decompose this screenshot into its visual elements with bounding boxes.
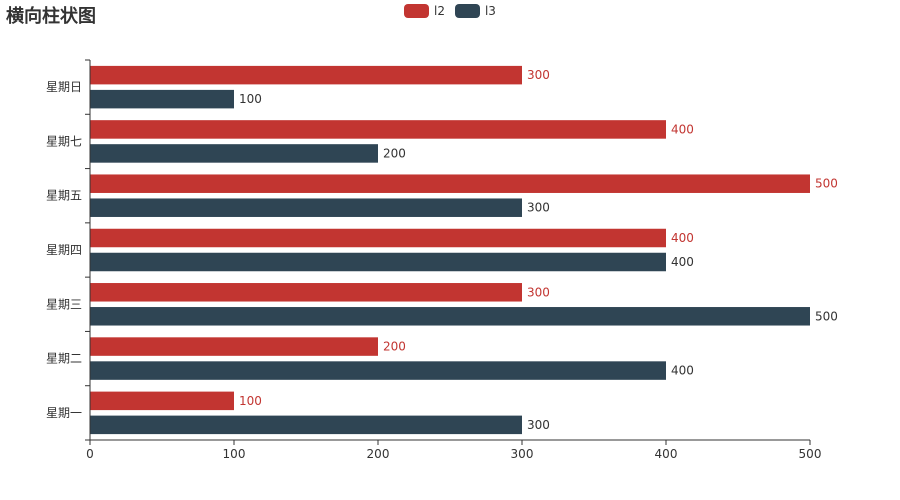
bar-l3-1[interactable] [90, 361, 666, 380]
legend-item-l3[interactable]: l3 [454, 4, 496, 18]
data-label-l3-5: 200 [383, 146, 406, 160]
data-label-l3-3: 400 [671, 255, 694, 269]
y-tick-label-1: 星期二 [46, 352, 82, 366]
data-label-l2-6: 300 [527, 68, 550, 82]
data-label-l2-5: 400 [671, 122, 694, 136]
legend-label-l2: l2 [434, 4, 445, 18]
x-tick-label-1: 100 [223, 447, 246, 461]
x-tick-label-0: 0 [86, 447, 94, 461]
legend-swatch-l3 [454, 4, 480, 18]
bar-l2-6[interactable] [90, 65, 522, 85]
bar-l3-5[interactable] [90, 144, 378, 163]
data-label-l2-0: 100 [239, 394, 262, 408]
data-label-l3-4: 300 [527, 201, 550, 215]
x-tick-label-4: 400 [655, 447, 678, 461]
legend-label-l3: l3 [484, 4, 496, 18]
y-tick-label-3: 星期四 [46, 243, 82, 257]
data-label-l2-2: 300 [527, 285, 550, 299]
bar-l2-2[interactable] [90, 283, 522, 302]
data-label-l2-4: 500 [815, 177, 838, 191]
x-tick-label-3: 300 [511, 447, 534, 461]
bar-l3-6[interactable] [90, 89, 234, 109]
bar-l3-4[interactable] [90, 198, 522, 217]
data-label-l3-6: 100 [239, 92, 262, 106]
x-tick-label-5: 500 [799, 447, 822, 461]
y-tick-label-6: 星期日 [46, 80, 82, 94]
legend-item-l2[interactable]: l2 [404, 4, 445, 18]
data-label-l3-1: 400 [671, 364, 694, 378]
x-tick-label-2: 200 [367, 447, 390, 461]
y-tick-label-5: 星期七 [46, 134, 82, 148]
bar-l3-2[interactable] [90, 307, 810, 326]
data-label-l3-0: 300 [527, 418, 550, 432]
data-label-l3-2: 500 [815, 309, 838, 323]
bar-l2-0[interactable] [90, 391, 234, 411]
y-tick-label-4: 星期五 [46, 189, 82, 203]
y-tick-label-2: 星期三 [46, 297, 82, 311]
legend: l2 l3 [404, 4, 496, 18]
y-tick-label-0: 星期一 [46, 406, 82, 420]
bar-l3-0[interactable] [90, 415, 522, 435]
legend-swatch-l2 [404, 4, 429, 18]
chart-title: 横向柱状图 [6, 6, 96, 27]
data-label-l2-3: 400 [671, 231, 694, 245]
bar-l2-4[interactable] [90, 174, 810, 193]
bar-l2-3[interactable] [90, 228, 666, 248]
data-label-l2-1: 200 [383, 340, 406, 354]
bar-l2-1[interactable] [90, 337, 378, 356]
bar-l3-3[interactable] [90, 252, 666, 272]
bar-l2-5[interactable] [90, 120, 666, 139]
